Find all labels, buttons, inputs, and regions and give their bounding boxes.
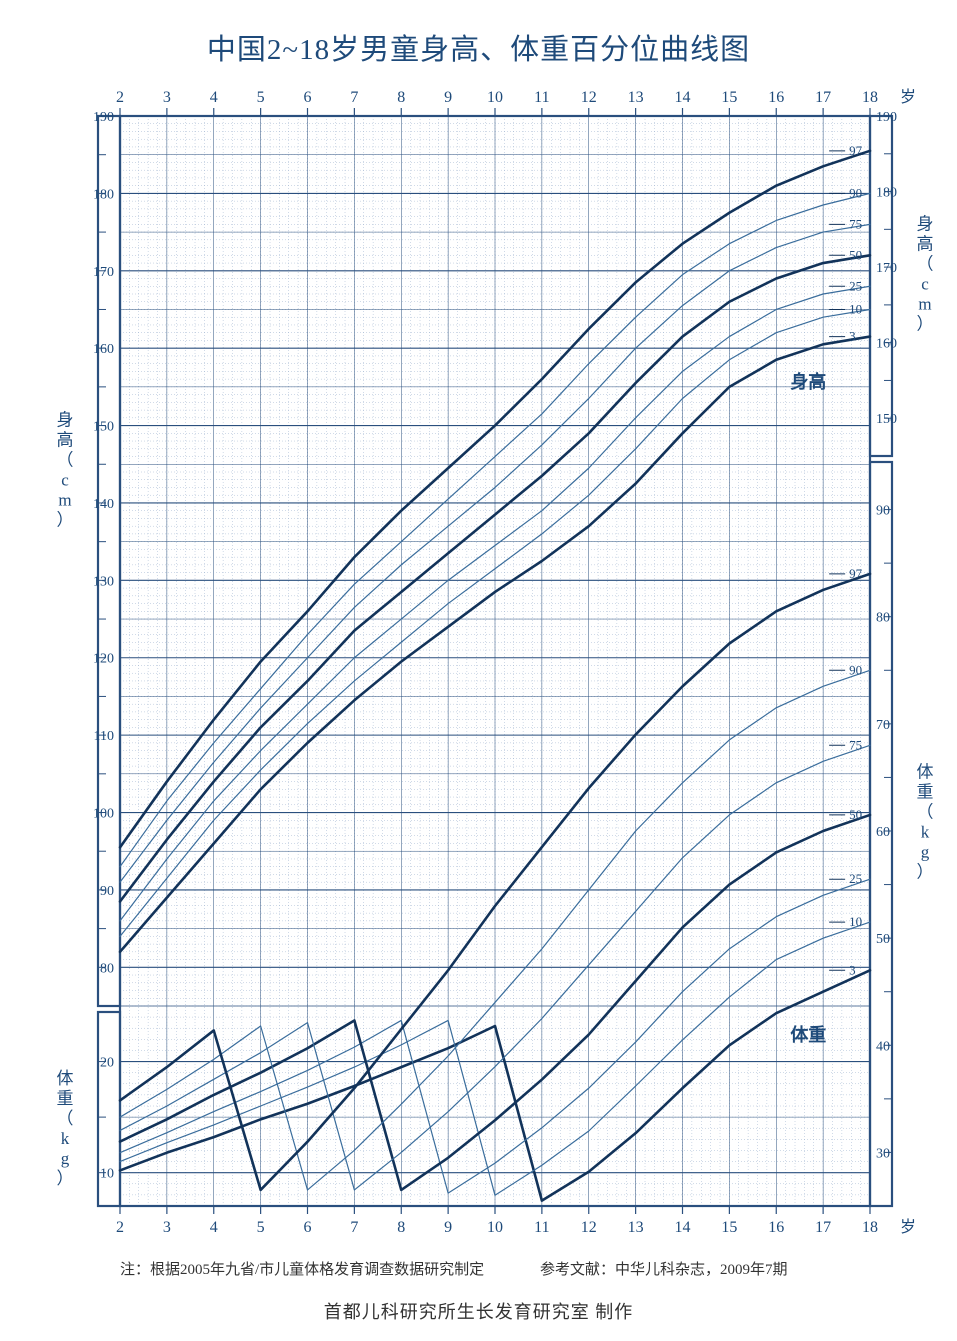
svg-text:90: 90 bbox=[849, 662, 862, 677]
svg-text:17: 17 bbox=[815, 1219, 831, 1236]
svg-text:16: 16 bbox=[768, 1219, 784, 1236]
svg-text:180: 180 bbox=[93, 187, 114, 202]
svg-text:15: 15 bbox=[721, 89, 737, 106]
svg-text:60: 60 bbox=[876, 825, 890, 840]
svg-text:70: 70 bbox=[876, 718, 890, 733]
svg-text:75: 75 bbox=[849, 216, 862, 231]
svg-text:80: 80 bbox=[876, 611, 890, 626]
svg-text:5: 5 bbox=[257, 89, 265, 106]
svg-text:7: 7 bbox=[350, 89, 358, 106]
svg-text:160: 160 bbox=[876, 337, 897, 352]
svg-text:15: 15 bbox=[721, 1219, 737, 1236]
svg-text:97: 97 bbox=[849, 143, 863, 158]
producer-credit: 首都儿科研究所生长发育研究室 制作 bbox=[0, 1298, 957, 1324]
svg-text:110: 110 bbox=[94, 729, 114, 744]
svg-text:身高（cm）: 身高（cm） bbox=[57, 411, 74, 530]
svg-text:190: 190 bbox=[93, 110, 114, 125]
svg-text:3: 3 bbox=[849, 329, 856, 344]
svg-text:身高（cm）: 身高（cm） bbox=[917, 214, 934, 333]
svg-text:190: 190 bbox=[876, 110, 897, 125]
svg-text:130: 130 bbox=[93, 574, 114, 589]
svg-text:体重: 体重 bbox=[790, 1024, 826, 1045]
svg-text:10: 10 bbox=[849, 301, 862, 316]
svg-text:80: 80 bbox=[100, 961, 114, 976]
svg-text:75: 75 bbox=[849, 737, 862, 752]
svg-text:14: 14 bbox=[675, 1219, 691, 1236]
svg-text:18: 18 bbox=[862, 1219, 878, 1236]
svg-text:25: 25 bbox=[849, 278, 862, 293]
svg-text:50: 50 bbox=[849, 247, 862, 262]
svg-text:17: 17 bbox=[815, 89, 831, 106]
svg-text:身高: 身高 bbox=[790, 371, 826, 392]
svg-text:30: 30 bbox=[876, 1146, 890, 1161]
svg-text:12: 12 bbox=[581, 89, 597, 106]
svg-text:10: 10 bbox=[849, 914, 862, 929]
svg-text:9: 9 bbox=[444, 89, 452, 106]
svg-text:3: 3 bbox=[849, 962, 856, 977]
svg-text:40: 40 bbox=[876, 1039, 890, 1054]
svg-text:9: 9 bbox=[444, 1219, 452, 1236]
svg-text:10: 10 bbox=[100, 1167, 114, 1182]
svg-text:97: 97 bbox=[849, 566, 863, 581]
svg-text:50: 50 bbox=[849, 807, 862, 822]
svg-text:岁: 岁 bbox=[900, 1218, 916, 1236]
svg-text:50: 50 bbox=[876, 932, 890, 947]
svg-text:16: 16 bbox=[768, 89, 784, 106]
svg-text:150: 150 bbox=[93, 420, 114, 435]
svg-text:170: 170 bbox=[876, 261, 897, 276]
svg-text:体重（kg）: 体重（kg） bbox=[917, 762, 934, 881]
svg-text:20: 20 bbox=[100, 1056, 114, 1071]
svg-text:160: 160 bbox=[93, 342, 114, 357]
growth-chart: 2 2 3 3 4 4 5 5 6 6 7 7 8 8 9 9 10 10 11 11 12 12 13 13 14 14 15 15… bbox=[0, 76, 957, 1246]
svg-text:25: 25 bbox=[849, 871, 862, 886]
svg-text:150: 150 bbox=[876, 412, 897, 427]
svg-text:18: 18 bbox=[862, 89, 878, 106]
svg-text:4: 4 bbox=[210, 89, 218, 106]
svg-text:13: 13 bbox=[628, 1219, 644, 1236]
svg-text:90: 90 bbox=[100, 884, 114, 899]
svg-text:岁: 岁 bbox=[900, 88, 916, 106]
svg-text:14: 14 bbox=[675, 89, 691, 106]
footnote-reference: 参考文献：中华儿科杂志，2009年7期 bbox=[540, 1258, 788, 1279]
svg-text:2: 2 bbox=[116, 89, 124, 106]
svg-text:140: 140 bbox=[93, 497, 114, 512]
svg-text:12: 12 bbox=[581, 1219, 597, 1236]
svg-text:8: 8 bbox=[397, 89, 405, 106]
chart-title: 中国2~18岁男童身高、体重百分位曲线图 bbox=[0, 0, 957, 76]
svg-text:体重（kg）: 体重（kg） bbox=[57, 1069, 74, 1188]
svg-text:5: 5 bbox=[257, 1219, 265, 1236]
svg-text:8: 8 bbox=[397, 1219, 405, 1236]
svg-text:13: 13 bbox=[628, 89, 644, 106]
footnote-source: 注：根据2005年九省/市儿童体格发育调查数据研究制定 bbox=[120, 1258, 484, 1279]
svg-text:6: 6 bbox=[304, 89, 312, 106]
svg-text:180: 180 bbox=[876, 186, 897, 201]
svg-text:90: 90 bbox=[849, 185, 862, 200]
svg-text:3: 3 bbox=[163, 1219, 171, 1236]
svg-text:7: 7 bbox=[350, 1219, 358, 1236]
svg-text:120: 120 bbox=[93, 652, 114, 667]
svg-text:170: 170 bbox=[93, 265, 114, 280]
svg-text:4: 4 bbox=[210, 1219, 218, 1236]
svg-text:11: 11 bbox=[534, 1219, 549, 1236]
svg-text:2: 2 bbox=[116, 1219, 124, 1236]
svg-text:6: 6 bbox=[304, 1219, 312, 1236]
svg-text:100: 100 bbox=[93, 807, 114, 822]
svg-text:90: 90 bbox=[876, 504, 890, 519]
svg-text:10: 10 bbox=[487, 89, 503, 106]
svg-text:3: 3 bbox=[163, 89, 171, 106]
svg-text:10: 10 bbox=[487, 1219, 503, 1236]
svg-text:11: 11 bbox=[534, 89, 549, 106]
